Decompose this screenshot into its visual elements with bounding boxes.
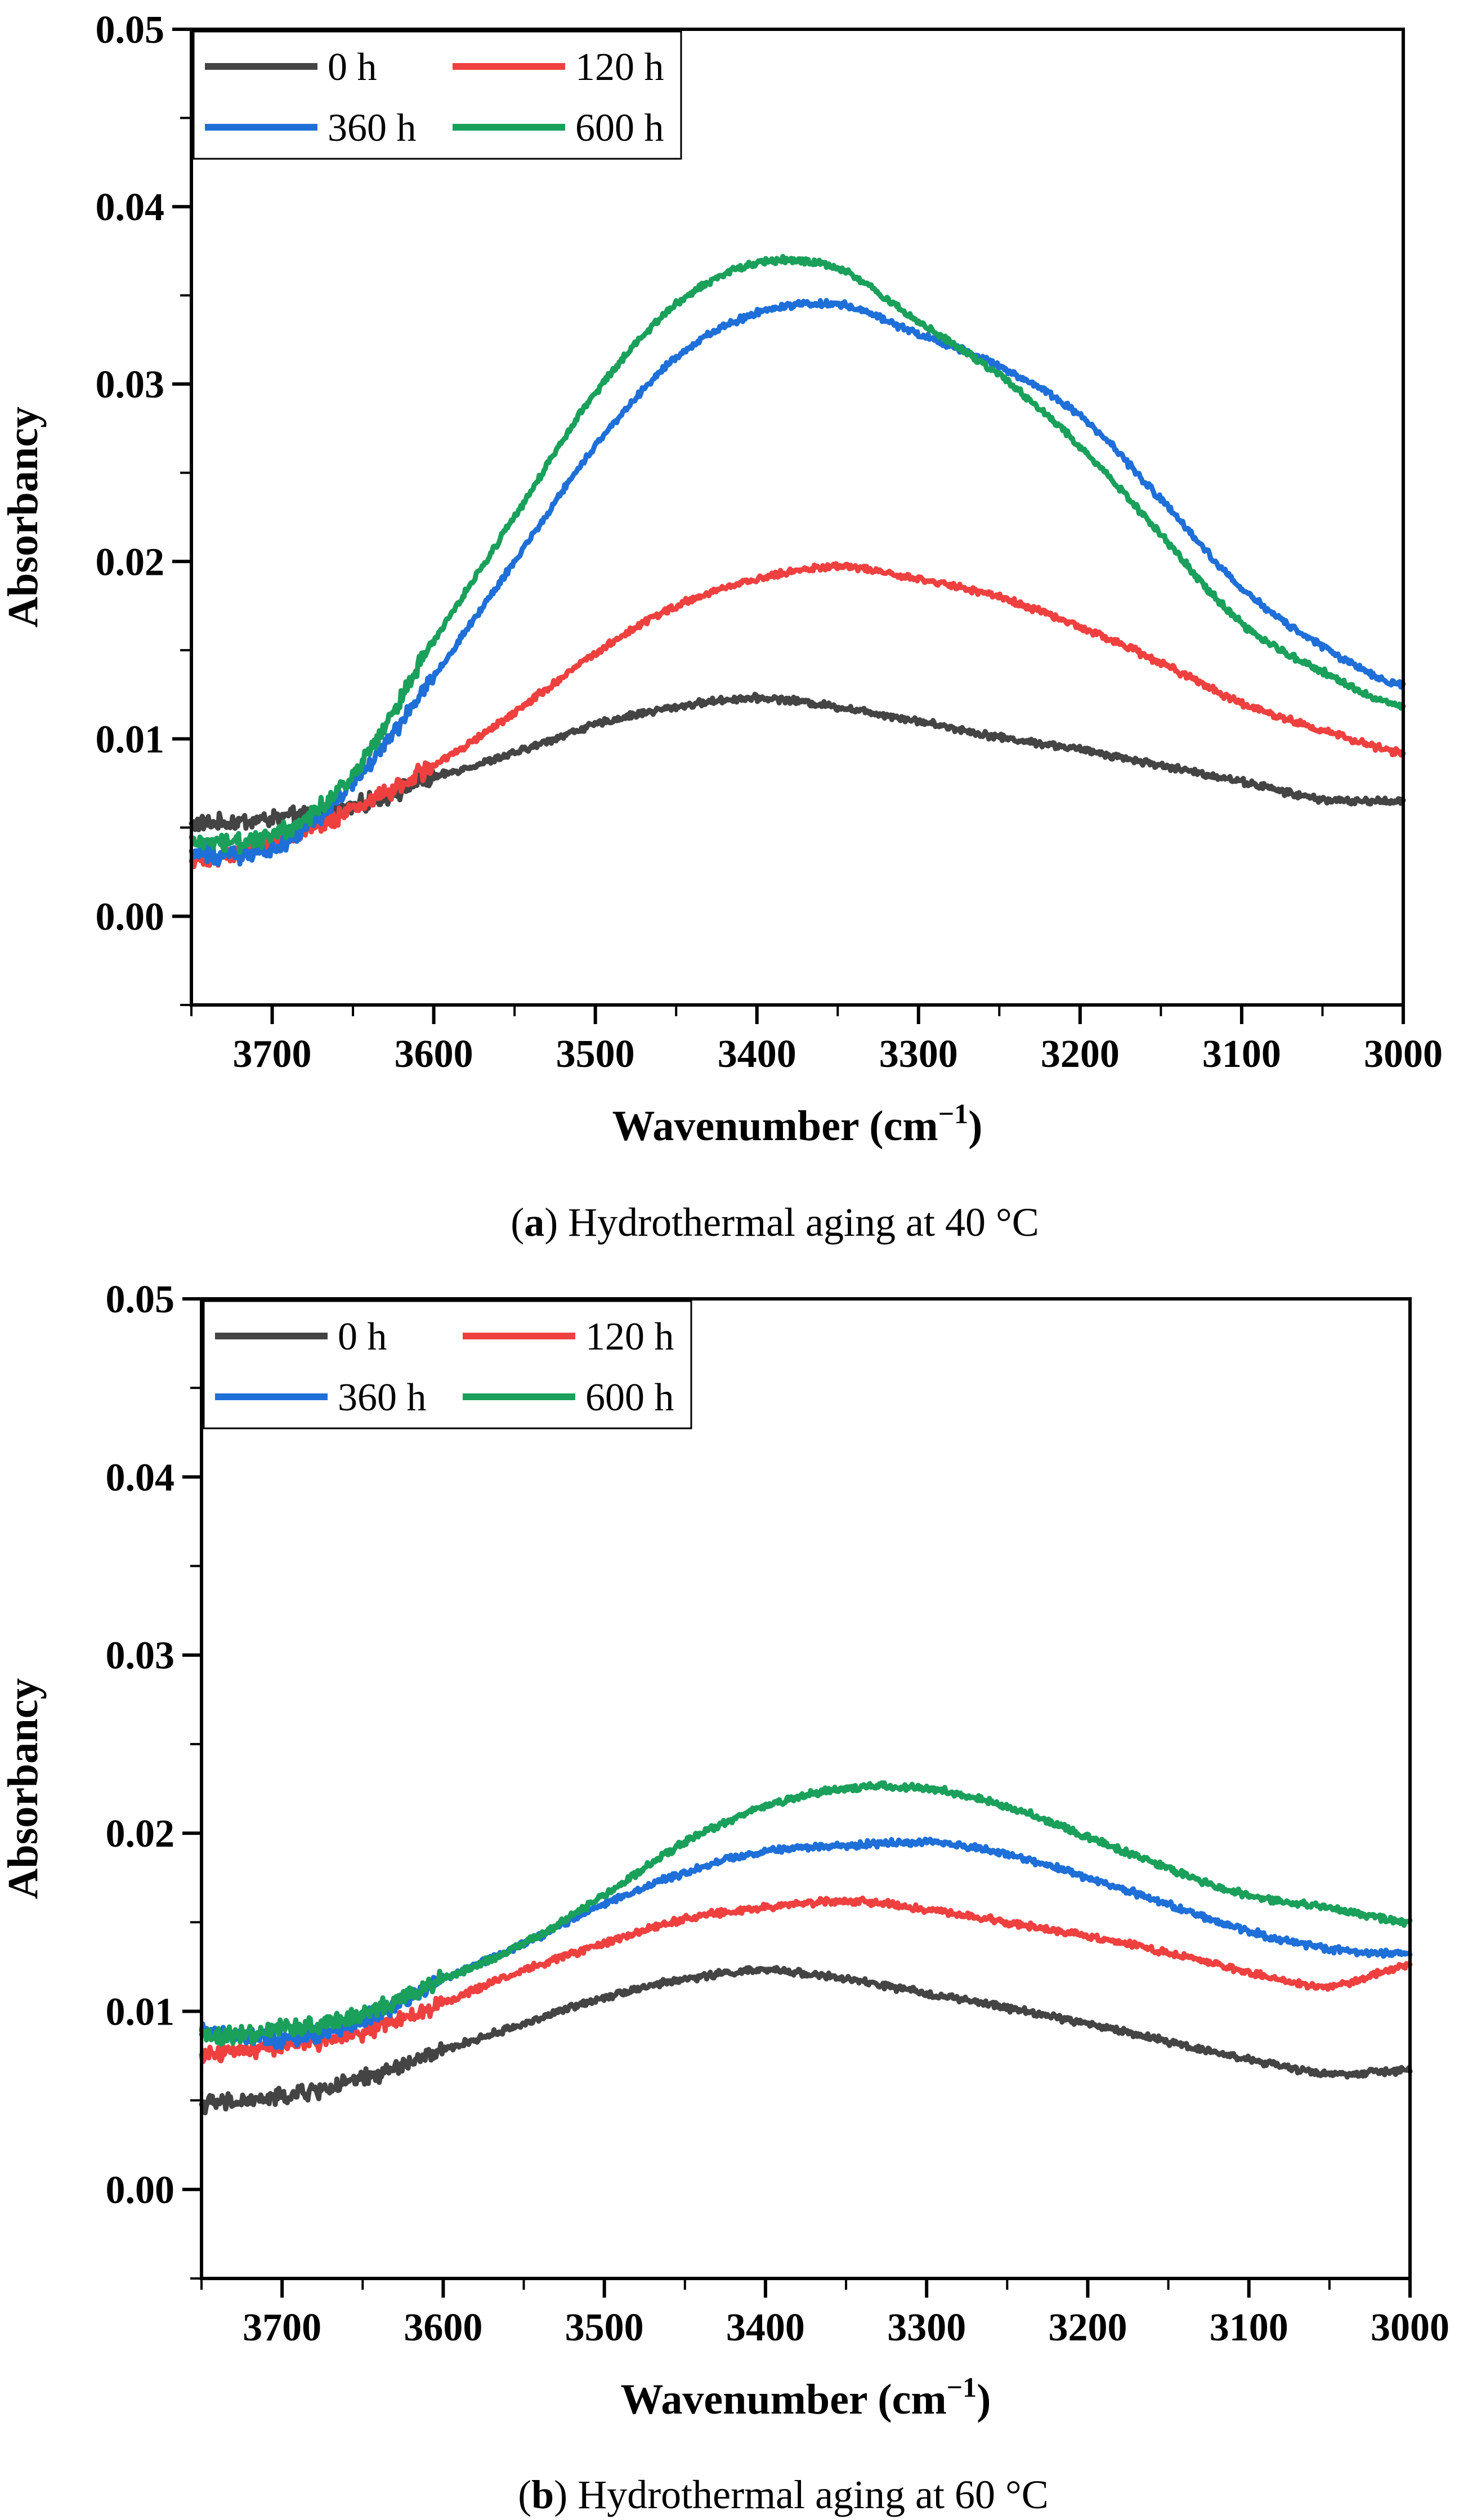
- legend-label: 360 h: [328, 106, 417, 150]
- series-line-360h: [189, 298, 1406, 867]
- plot-frame: [190, 28, 1405, 1007]
- legend-label: 360 h: [338, 1376, 427, 1419]
- panel-caption: (a) Hydrothermal aging at 40 °C: [511, 1200, 1039, 1245]
- x-tick-label: 3300: [879, 1033, 958, 1076]
- x-tick-label: 3400: [718, 1033, 796, 1076]
- x-tick-label: 3600: [404, 2306, 482, 2349]
- legend-label: 120 h: [575, 46, 664, 89]
- x-tick-label: 3500: [556, 1033, 635, 1076]
- y-tick-label: 0.05: [96, 8, 165, 52]
- x-axis-title: Wavenumber (cm−1): [612, 1098, 983, 1150]
- y-tick-label: 0.00: [106, 2169, 175, 2212]
- panel-a: 3700 3600 3500 3400 3300 3200 3100 3000 0.00 0.01…: [0, 8, 1443, 1245]
- y-tick-label: 0.05: [106, 1278, 175, 1321]
- y-axis-title: Absorbancy: [0, 1678, 47, 1900]
- x-tick-label: 3000: [1364, 1033, 1443, 1076]
- x-tick-label: 3100: [1210, 2306, 1288, 2349]
- legend-label: 600 h: [575, 106, 664, 150]
- x-tick-label: 3700: [233, 1033, 312, 1076]
- x-tick-label: 3400: [726, 2306, 805, 2349]
- legend-box: [193, 30, 682, 160]
- y-tick-label: 0.04: [106, 1456, 175, 1499]
- series-line-120h: [189, 561, 1406, 869]
- panel-caption: (b) Hydrothermal aging at 60 °C: [518, 2472, 1049, 2517]
- x-tick-label: 3300: [887, 2306, 966, 2349]
- series-line-120h: [199, 1895, 1413, 2065]
- series-line-360h: [199, 1837, 1413, 2050]
- y-tick-label: 0.03: [106, 1634, 175, 1678]
- legend: 0 h 120 h 360 h 600 h: [203, 1300, 692, 1429]
- series-line-600h: [189, 254, 1406, 855]
- y-tick-label: 0.04: [96, 186, 165, 229]
- legend-label: 0 h: [338, 1315, 387, 1359]
- series-line-600h: [199, 1780, 1413, 2047]
- x-tick-label: 3100: [1202, 1033, 1281, 1076]
- x-tick-label: 3200: [1048, 2306, 1127, 2349]
- y-axis-title: Absorbancy: [0, 406, 47, 628]
- y-tick-label: 0.01: [106, 1990, 175, 2034]
- plot-frame: [200, 1297, 1412, 2280]
- y-tick-label: 0.00: [96, 895, 165, 939]
- x-tick-label: 3600: [395, 1033, 473, 1076]
- y-tick-label: 0.03: [96, 363, 165, 406]
- x-tick-label: 3000: [1371, 2306, 1449, 2349]
- x-tick-label: 3700: [243, 2306, 321, 2349]
- series-line-0h: [199, 1965, 1413, 2116]
- legend-label: 600 h: [585, 1376, 674, 1419]
- legend-box: [203, 1300, 692, 1429]
- legend: 0 h 120 h 360 h 600 h: [193, 30, 682, 160]
- legend-label: 120 h: [585, 1315, 674, 1359]
- x-tick-label: 3500: [565, 2306, 644, 2349]
- y-tick-label: 0.02: [106, 1812, 175, 1856]
- panel-b: 3700 3600 3500 3400 3300 3200 3100 3000 0.00 0.01…: [0, 1278, 1449, 2517]
- y-tick-label: 0.01: [96, 718, 165, 761]
- x-axis-title: Wavenumber (cm−1): [621, 2371, 991, 2423]
- legend-label: 0 h: [328, 46, 377, 89]
- x-tick-label: 3200: [1041, 1033, 1120, 1076]
- y-tick-label: 0.02: [96, 540, 165, 584]
